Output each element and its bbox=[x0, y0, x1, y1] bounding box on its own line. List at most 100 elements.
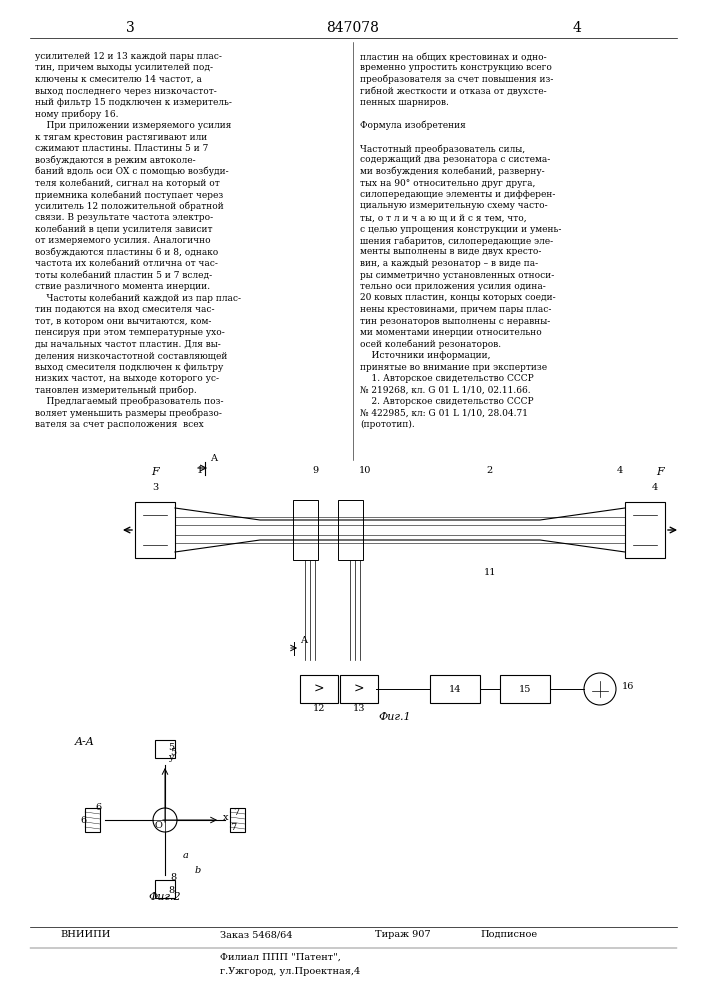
Text: b: b bbox=[195, 866, 201, 875]
Text: Заказ 5468/64: Заказ 5468/64 bbox=[220, 930, 293, 939]
Text: 13: 13 bbox=[353, 704, 366, 713]
Text: возбуждаются в режим автоколе-: возбуждаются в режим автоколе- bbox=[35, 155, 196, 165]
Text: 1. Авторское свидетельство СССР: 1. Авторское свидетельство СССР bbox=[360, 374, 534, 383]
Bar bbox=[430, 675, 480, 703]
Text: баний вдоль оси OX с помощью возбуди-: баний вдоль оси OX с помощью возбуди- bbox=[35, 167, 228, 176]
Text: выход смесителя подключен к фильтру: выход смесителя подключен к фильтру bbox=[35, 362, 223, 371]
Text: 12: 12 bbox=[312, 704, 325, 713]
Text: 7: 7 bbox=[233, 808, 239, 817]
Text: ному прибору 16.: ному прибору 16. bbox=[35, 109, 119, 119]
Text: ты, о т л и ч а ю щ и й с я тем, что,: ты, о т л и ч а ю щ и й с я тем, что, bbox=[360, 213, 527, 222]
Text: A: A bbox=[300, 636, 307, 645]
Text: силопередающие элементы и дифферен-: силопередающие элементы и дифферен- bbox=[360, 190, 556, 199]
Text: 20 ковых пластин, концы которых соеди-: 20 ковых пластин, концы которых соеди- bbox=[360, 294, 556, 302]
Text: осей колебаний резонаторов.: осей колебаний резонаторов. bbox=[360, 340, 501, 349]
Bar bbox=[155, 880, 175, 898]
Text: При приложении измеряемого усилия: При приложении измеряемого усилия bbox=[35, 121, 231, 130]
Text: усилитель 12 положительной обратной: усилитель 12 положительной обратной bbox=[35, 202, 223, 211]
Text: ключены к смесителю 14 частот, а: ключены к смесителю 14 частот, а bbox=[35, 75, 202, 84]
Text: 4: 4 bbox=[652, 483, 658, 492]
Text: 3: 3 bbox=[152, 483, 158, 492]
Text: A: A bbox=[210, 454, 217, 463]
Text: 8: 8 bbox=[170, 873, 176, 882]
Text: шения габаритов, силопередающие эле-: шения габаритов, силопередающие эле- bbox=[360, 236, 553, 245]
Text: к тягам крестовин растягивают или: к тягам крестовин растягивают или bbox=[35, 132, 207, 141]
Text: возбуждаются пластины 6 и 8, однако: возбуждаются пластины 6 и 8, однако bbox=[35, 247, 218, 257]
Text: тельно оси приложения усилия одина-: тельно оси приложения усилия одина- bbox=[360, 282, 546, 291]
Text: Филиал ППП "Патент",: Филиал ППП "Патент", bbox=[220, 953, 341, 962]
Bar bbox=[625, 502, 665, 558]
Text: частота их колебаний отлична от час-: частота их колебаний отлична от час- bbox=[35, 259, 218, 268]
Text: усилителей 12 и 13 каждой пары плас-: усилителей 12 и 13 каждой пары плас- bbox=[35, 52, 222, 61]
Text: Частотный преобразователь силы,: Частотный преобразователь силы, bbox=[360, 144, 525, 153]
Text: ми моментами инерции относительно: ми моментами инерции относительно bbox=[360, 328, 542, 337]
Text: тин резонаторов выполнены с неравны-: тин резонаторов выполнены с неравны- bbox=[360, 316, 550, 326]
Text: Источники информации,: Источники информации, bbox=[360, 351, 491, 360]
Text: 10: 10 bbox=[359, 466, 371, 475]
Bar bbox=[293, 500, 318, 560]
Text: 9: 9 bbox=[312, 466, 318, 475]
Text: воляет уменьшить размеры преобразо-: воляет уменьшить размеры преобразо- bbox=[35, 408, 222, 418]
Text: сжимают пластины. Пластины 5 и 7: сжимают пластины. Пластины 5 и 7 bbox=[35, 144, 209, 153]
Text: пластин на общих крестовинах и одно-: пластин на общих крестовинах и одно- bbox=[360, 52, 547, 62]
Bar bbox=[340, 675, 378, 703]
Text: a: a bbox=[183, 851, 189, 860]
Text: 2: 2 bbox=[487, 466, 493, 475]
Text: 1: 1 bbox=[197, 466, 203, 475]
Text: ный фильтр 15 подключен к измеритель-: ный фильтр 15 подключен к измеритель- bbox=[35, 98, 232, 107]
Text: 3: 3 bbox=[126, 21, 134, 35]
Text: принятые во внимание при экспертизе: принятые во внимание при экспертизе bbox=[360, 362, 547, 371]
Text: пенсируя при этом температурные ухо-: пенсируя при этом температурные ухо- bbox=[35, 328, 225, 337]
Text: содержащий два резонатора с система-: содержащий два резонатора с система- bbox=[360, 155, 550, 164]
Text: теля колебаний, сигнал на который от: теля колебаний, сигнал на который от bbox=[35, 178, 220, 188]
Text: деления низкочастотной составляющей: деления низкочастотной составляющей bbox=[35, 351, 228, 360]
Text: (прототип).: (прототип). bbox=[360, 420, 415, 429]
Text: менты выполнены в виде двух кресто-: менты выполнены в виде двух кресто- bbox=[360, 247, 542, 256]
Text: пенных шарниров.: пенных шарниров. bbox=[360, 98, 449, 107]
Text: 847078: 847078 bbox=[327, 21, 380, 35]
Text: 4: 4 bbox=[617, 466, 623, 475]
Bar bbox=[230, 808, 245, 832]
Text: колебаний в цепи усилителя зависит: колебаний в цепи усилителя зависит bbox=[35, 225, 213, 234]
Text: вин, а каждый резонатор – в виде па-: вин, а каждый резонатор – в виде па- bbox=[360, 259, 538, 268]
Text: приемника колебаний поступает через: приемника колебаний поступает через bbox=[35, 190, 223, 200]
Text: F: F bbox=[656, 467, 664, 477]
Text: тых на 90° относительно друг друга,: тых на 90° относительно друг друга, bbox=[360, 178, 535, 188]
Text: временно упростить конструкцию всего: временно упростить конструкцию всего bbox=[360, 64, 552, 73]
Text: ды начальных частот пластин. Для вы-: ды начальных частот пластин. Для вы- bbox=[35, 340, 221, 349]
Text: 5: 5 bbox=[168, 743, 174, 752]
Text: тот, в котором они вычитаются, ком-: тот, в котором они вычитаются, ком- bbox=[35, 316, 211, 326]
Text: тин, причем выходы усилителей под-: тин, причем выходы усилителей под- bbox=[35, 64, 213, 73]
Text: 11: 11 bbox=[484, 568, 496, 577]
Text: низких частот, на выходе которого ус-: низких частот, на выходе которого ус- bbox=[35, 374, 219, 383]
Bar bbox=[155, 740, 175, 758]
Text: x: x bbox=[223, 813, 228, 822]
Text: ствие различного момента инерции.: ствие различного момента инерции. bbox=[35, 282, 210, 291]
Bar bbox=[338, 500, 363, 560]
Text: циальную измерительную схему часто-: циальную измерительную схему часто- bbox=[360, 202, 548, 211]
Bar bbox=[135, 502, 175, 558]
Text: 16: 16 bbox=[622, 682, 634, 691]
Text: Формула изобретения: Формула изобретения bbox=[360, 121, 466, 130]
Text: 2. Авторское свидетельство СССР: 2. Авторское свидетельство СССР bbox=[360, 397, 534, 406]
Text: 6: 6 bbox=[95, 803, 101, 812]
Text: Фиг.2: Фиг.2 bbox=[148, 892, 181, 902]
Text: нены крестовинами, причем пары плас-: нены крестовинами, причем пары плас- bbox=[360, 305, 551, 314]
Text: преобразователя за счет повышения из-: преобразователя за счет повышения из- bbox=[360, 75, 554, 85]
Text: связи. В результате частота электро-: связи. В результате частота электро- bbox=[35, 213, 213, 222]
Text: ВНИИПИ: ВНИИПИ bbox=[60, 930, 110, 939]
Text: Фиг.1: Фиг.1 bbox=[379, 712, 411, 722]
Text: № 219268, кл. G 01 L 1/10, 02.11.66.: № 219268, кл. G 01 L 1/10, 02.11.66. bbox=[360, 385, 531, 394]
Text: Подписное: Подписное bbox=[480, 930, 537, 939]
Text: № 422985, кл: G 01 L 1/10, 28.04.71: № 422985, кл: G 01 L 1/10, 28.04.71 bbox=[360, 408, 528, 418]
Text: с целью упрощения конструкции и умень-: с целью упрощения конструкции и умень- bbox=[360, 225, 561, 233]
Text: 14: 14 bbox=[449, 684, 461, 694]
Text: Частоты колебаний каждой из пар плас-: Частоты колебаний каждой из пар плас- bbox=[35, 294, 241, 303]
Text: A-A: A-A bbox=[75, 737, 95, 747]
Text: вателя за счет расположения  всех: вателя за счет расположения всех bbox=[35, 420, 204, 429]
Text: F: F bbox=[151, 467, 159, 477]
Text: выход последнего через низкочастот-: выход последнего через низкочастот- bbox=[35, 87, 217, 96]
Text: 15: 15 bbox=[519, 684, 531, 694]
Text: тин подаются на вход смесителя час-: тин подаются на вход смесителя час- bbox=[35, 305, 214, 314]
Text: тановлен измерительный прибор.: тановлен измерительный прибор. bbox=[35, 385, 197, 395]
